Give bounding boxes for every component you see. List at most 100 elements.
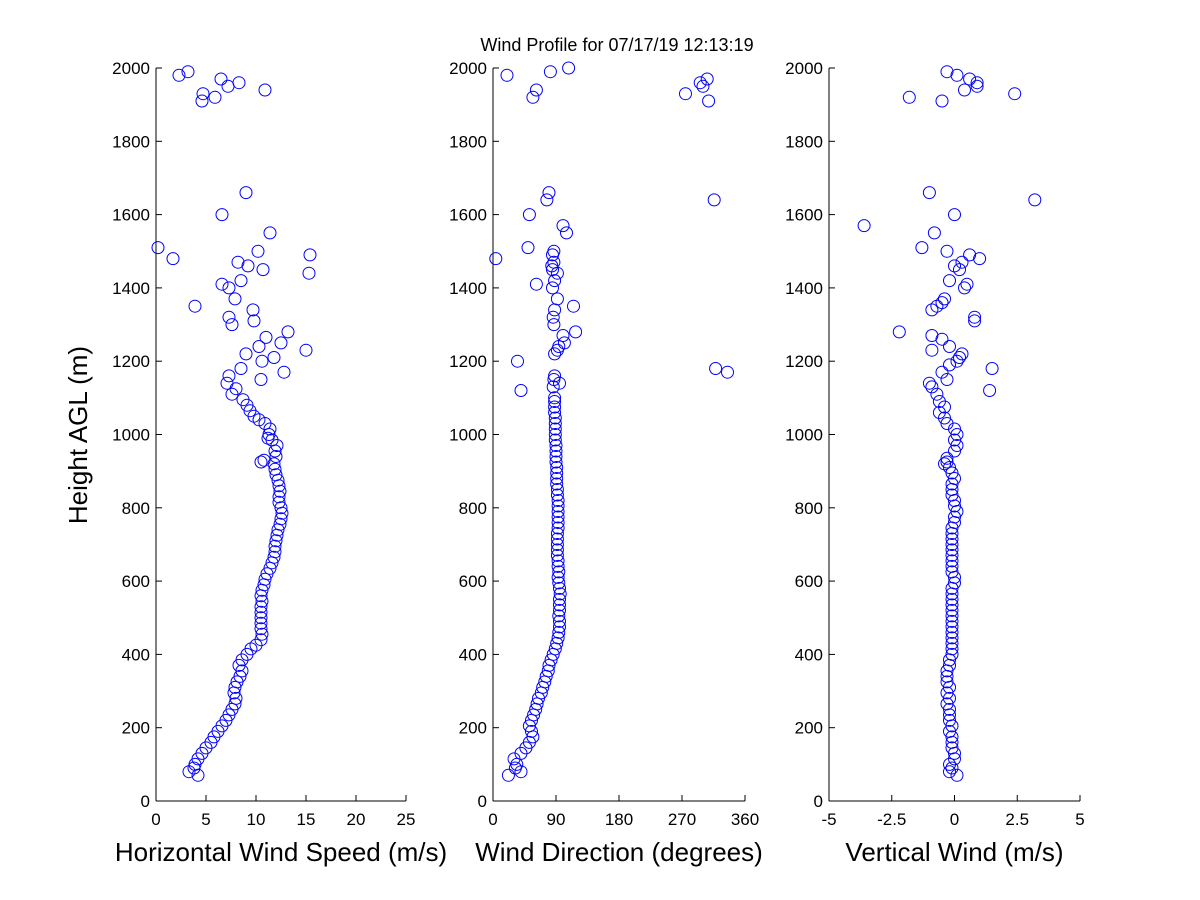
direction-y-tick-label: 1000 bbox=[449, 426, 487, 445]
vertical-data-point bbox=[938, 292, 951, 306]
vertical-data-point bbox=[935, 94, 949, 108]
vertical-y-tick-label: 1000 bbox=[785, 426, 823, 445]
vertical-data-point bbox=[922, 376, 936, 390]
panel-vertical: 0 200 400 600 800 1000 1200 1400 1600 1800 2000 -5 -… bbox=[785, 59, 1085, 867]
vertical-data-point bbox=[945, 647, 959, 661]
direction-data-point bbox=[529, 83, 543, 97]
direction-data-point bbox=[551, 494, 565, 507]
y-axis-label: Height AGL (m) bbox=[63, 346, 93, 524]
speed-y-tick-label: 800 bbox=[122, 499, 150, 518]
direction-data-point bbox=[551, 516, 565, 529]
speed-y-tick-label: 400 bbox=[122, 645, 150, 664]
speed-data-point bbox=[222, 310, 236, 324]
vertical-x-tick-label: -2.5 bbox=[877, 810, 906, 829]
vertical-data-point bbox=[948, 433, 961, 447]
speed-data-point bbox=[228, 680, 242, 694]
vertical-data-point bbox=[943, 713, 956, 727]
vertical-x-tick-label: -5 bbox=[821, 810, 836, 829]
direction-data-point bbox=[550, 461, 564, 474]
vertical-y-tick-label: 1400 bbox=[785, 279, 823, 298]
vertical-data-point bbox=[943, 724, 956, 738]
direction-data-point bbox=[548, 417, 562, 430]
direction-data-point bbox=[553, 587, 567, 601]
speed-data-point bbox=[268, 545, 282, 559]
speed-data-point bbox=[255, 627, 269, 641]
speed-data-point bbox=[267, 550, 281, 564]
direction-data-point bbox=[552, 340, 566, 353]
speed-data-point bbox=[255, 594, 269, 608]
speed-x-tick-label: 25 bbox=[397, 810, 416, 829]
vertical-data-point bbox=[963, 72, 977, 86]
speed-data-point bbox=[254, 605, 268, 619]
direction-data-point bbox=[550, 527, 564, 540]
vertical-data-point bbox=[958, 83, 971, 97]
speed-data-point bbox=[254, 600, 268, 614]
speed-x-tick-label: 10 bbox=[247, 810, 266, 829]
direction-data-point bbox=[548, 422, 562, 436]
vertical-data-point bbox=[938, 457, 951, 471]
direction-data-point bbox=[552, 576, 566, 590]
vertical-data-point bbox=[945, 554, 959, 568]
vertical-y-tick-label: 0 bbox=[814, 792, 823, 811]
vertical-data-point bbox=[943, 340, 956, 353]
vertical-data-point bbox=[857, 219, 871, 233]
vertical-x-tick-label: 5 bbox=[1075, 810, 1084, 829]
direction-data-point bbox=[546, 380, 560, 394]
speed-data-point bbox=[239, 186, 253, 200]
vertical-data-point bbox=[955, 255, 969, 269]
speed-data-point bbox=[269, 450, 283, 463]
vertical-data-point bbox=[985, 362, 999, 375]
vertical-data-point bbox=[945, 625, 959, 639]
direction-y-tick-label: 200 bbox=[459, 719, 487, 738]
direction-data-point bbox=[489, 252, 503, 266]
direction-data-point bbox=[550, 292, 564, 306]
vertical-data-point bbox=[940, 686, 954, 700]
vertical-data-point bbox=[940, 675, 954, 689]
direction-data-point bbox=[525, 713, 538, 727]
direction-data-point bbox=[562, 61, 576, 75]
direction-data-point bbox=[551, 521, 565, 535]
speed-data-point bbox=[254, 622, 268, 636]
vertical-data-point bbox=[970, 76, 984, 90]
speed-data-point bbox=[234, 362, 248, 375]
direction-data-point bbox=[548, 411, 562, 425]
vertical-data-point bbox=[945, 730, 959, 744]
vertical-data-point bbox=[902, 90, 916, 104]
direction-data-point bbox=[548, 395, 562, 408]
vertical-data-point bbox=[932, 395, 946, 408]
direction-x-tick-label: 270 bbox=[668, 810, 696, 829]
speed-data-point bbox=[263, 226, 277, 240]
vertical-data-point bbox=[945, 538, 959, 551]
speed-data-point bbox=[181, 65, 195, 79]
speed-x-tick-label: 20 bbox=[347, 810, 366, 829]
speed-data-point bbox=[188, 299, 202, 313]
direction-data-point bbox=[551, 554, 565, 568]
vertical-data-point bbox=[930, 387, 944, 401]
speed-data-point bbox=[172, 68, 186, 82]
vertical-data-point bbox=[940, 455, 954, 469]
speed-data-point bbox=[254, 633, 268, 647]
direction-data-point bbox=[551, 510, 565, 524]
vertical-y-tick-label: 800 bbox=[795, 499, 823, 518]
vertical-data-point bbox=[968, 310, 982, 324]
direction-y-tick-label: 2000 bbox=[449, 59, 487, 78]
speed-data-point bbox=[241, 259, 255, 273]
speed-data-point bbox=[258, 83, 272, 97]
speed-data-point bbox=[255, 354, 269, 368]
direction-y-tick-label: 600 bbox=[459, 572, 487, 591]
vertical-data-point bbox=[968, 314, 982, 328]
direction-data-point bbox=[548, 274, 562, 288]
vertical-data-point bbox=[940, 65, 954, 79]
speed-data-point bbox=[274, 336, 288, 350]
speed-data-point bbox=[256, 263, 270, 277]
direction-data-point bbox=[552, 625, 566, 639]
direction-y-tick-label: 400 bbox=[459, 645, 487, 664]
direction-x-tick-label: 360 bbox=[731, 810, 759, 829]
vertical-y-tick-label: 600 bbox=[795, 572, 823, 591]
direction-data-point bbox=[550, 532, 564, 546]
speed-data-point bbox=[247, 314, 261, 328]
speed-data-point bbox=[268, 539, 282, 553]
speed-y-tick-label: 600 bbox=[122, 572, 150, 591]
vertical-data-point bbox=[970, 79, 984, 93]
direction-data-point bbox=[547, 318, 561, 332]
